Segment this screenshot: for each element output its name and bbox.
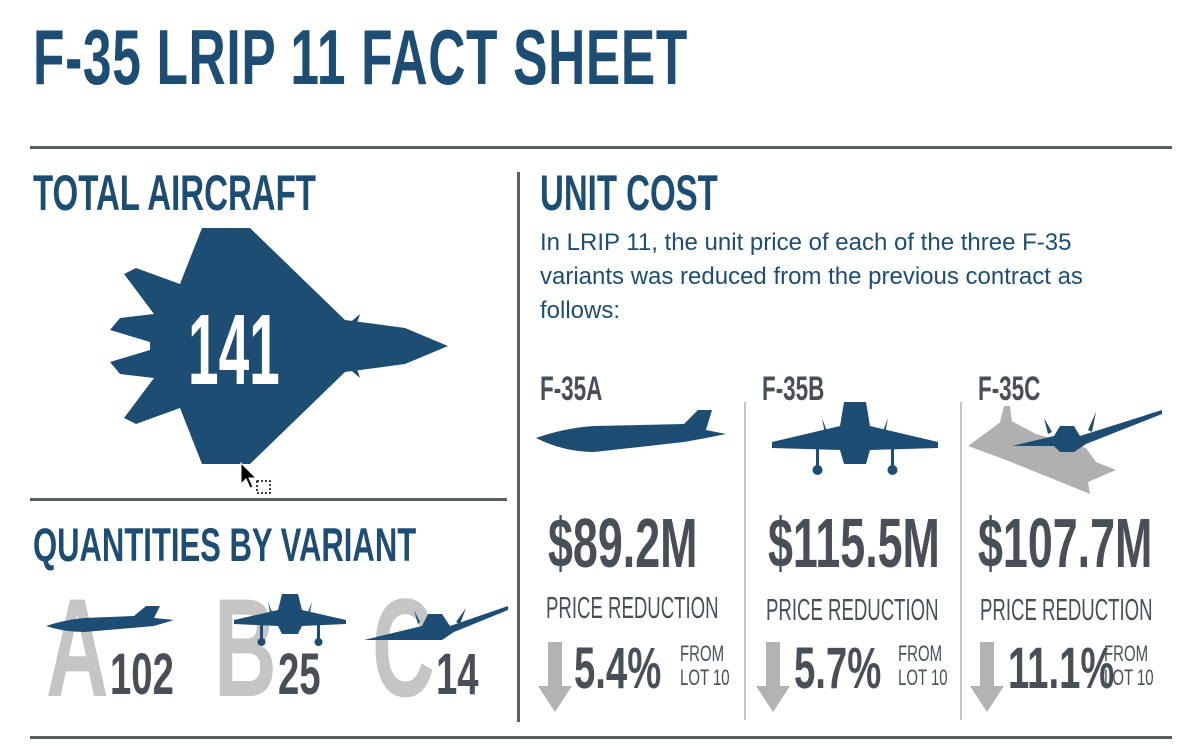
col-title-f35a: F-35A (540, 370, 603, 408)
total-aircraft-value: 141 (188, 294, 280, 406)
price-f35a: $89.2M (548, 504, 698, 582)
bottom-divider (30, 736, 1172, 739)
price-reduction-label-f35a: PRICE REDUCTION (546, 590, 719, 625)
variant-qty-b: 25 (278, 642, 321, 707)
down-arrow-icon (756, 642, 790, 712)
variant-letter-c: C (372, 569, 435, 726)
top-divider (30, 146, 1172, 149)
from-lot-f35c: FROM LOT 10 (1104, 641, 1154, 690)
percent-f35b: 5.7% (794, 636, 882, 701)
f35c-carrier-icon (966, 400, 1164, 496)
variant-letter-b: B (214, 569, 277, 726)
unit-cost-intro: In LRIP 11, the unit price of each of th… (540, 229, 1083, 324)
down-arrow-icon (970, 642, 1004, 712)
col-title-f35c: F-35C (978, 370, 1041, 408)
column-divider-1 (744, 402, 746, 720)
center-divider (517, 172, 520, 722)
price-f35b: $115.5M (768, 504, 940, 582)
down-arrow-icon (538, 642, 572, 712)
f35c-jet-icon (362, 600, 510, 644)
col-title-f35b: F-35B (762, 370, 825, 408)
f35b-jet-front-icon (232, 592, 348, 648)
column-divider-2 (960, 402, 962, 720)
price-f35c: $107.7M (978, 504, 1153, 582)
f35a-jet-icon (44, 604, 179, 638)
f35b-front-view-icon (770, 400, 940, 478)
total-aircraft-heading: TOTAL AIRCRAFT (33, 165, 316, 221)
mouse-cursor-icon (240, 462, 274, 496)
price-reduction-label-f35b: PRICE REDUCTION (766, 592, 939, 627)
percent-f35a: 5.4% (574, 636, 662, 701)
percent-f35c: 11.1% (1008, 636, 1115, 701)
f35a-side-view-icon (534, 408, 728, 456)
from-lot-f35b: FROM LOT 10 (898, 641, 948, 690)
price-reduction-label-f35c: PRICE REDUCTION (980, 592, 1153, 627)
page-title: F-35 LRIP 11 FACT SHEET (33, 13, 689, 101)
unit-cost-heading: UNIT COST (540, 165, 718, 221)
fighter-jet-top-view-icon (110, 228, 455, 464)
left-section-divider (30, 498, 507, 501)
variant-letter-a: A (46, 569, 109, 726)
variant-qty-a: 102 (110, 642, 174, 707)
quantities-heading: QUANTITIES BY VARIANT (33, 518, 417, 571)
variant-qty-c: 14 (436, 642, 479, 707)
from-lot-f35a: FROM LOT 10 (680, 641, 730, 690)
